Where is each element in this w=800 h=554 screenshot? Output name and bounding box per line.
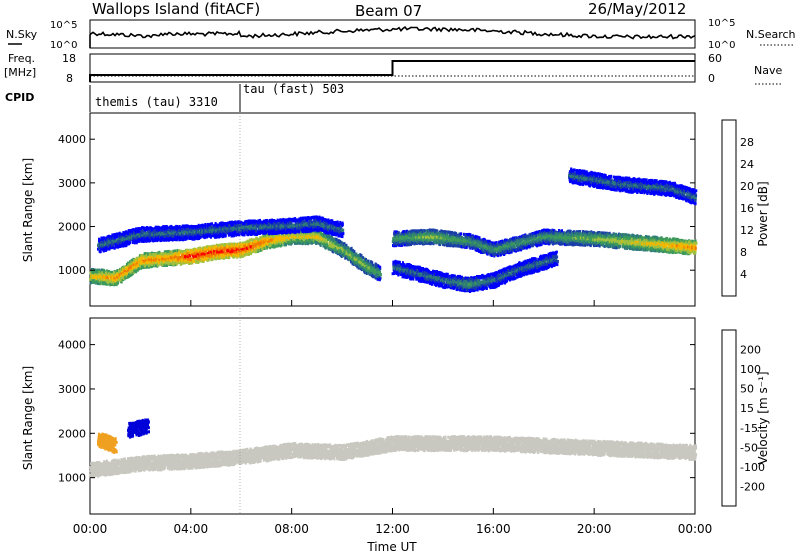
echo-cell: [246, 247, 248, 250]
radar-summary-figure: Wallops Island (fitACF) Beam 07 26/May/2…: [0, 0, 800, 554]
nsky-tick-lo: 10^0: [50, 40, 77, 51]
cpid-label: CPID: [5, 91, 34, 104]
cpid-mode-tau-fast: tau (fast) 503: [243, 82, 344, 96]
nsearch-label: N.Search: [746, 28, 796, 41]
nsky-tick-hi: 10^5: [50, 20, 77, 31]
echo-cell: [205, 250, 207, 253]
nave-tick-60: 60: [708, 52, 722, 65]
freq-unit-label: [MHz]: [4, 66, 36, 79]
freq-tick-8: 8: [66, 72, 73, 85]
beam-title: Beam 07: [355, 2, 422, 20]
nsearch-tick-hi: 10^5: [708, 18, 735, 29]
nsky-panel: [90, 20, 695, 48]
echo-cell: [160, 252, 162, 255]
cpid-mode-themis: themis (tau) 3310: [95, 95, 218, 109]
echo-cell: [166, 255, 168, 258]
echo-cell: [141, 257, 143, 260]
echo-cell: [135, 270, 137, 273]
nsearch-tick-lo: 10^0: [708, 40, 735, 51]
power-panel-frame: [90, 113, 695, 306]
nsky-trace: [90, 27, 695, 48]
echo-cell: [95, 271, 97, 274]
echo-cell: [227, 245, 229, 248]
freq-trace: [90, 61, 695, 82]
freq-label: Freq.: [8, 52, 35, 65]
echo-cell: [147, 253, 149, 256]
date-title: 26/May/2012: [588, 0, 686, 18]
nsky-label: N.Sky: [6, 28, 38, 41]
echo-cell: [189, 254, 191, 257]
freq-tick-18: 18: [62, 52, 76, 65]
echo-cell: [244, 253, 246, 256]
echo-cell: [124, 272, 126, 275]
station-title: Wallops Island (fitACF): [92, 0, 260, 18]
echo-cell: [192, 259, 194, 262]
nave-label: Nave: [754, 64, 782, 77]
echo-cell: [221, 254, 223, 257]
echo-cell: [174, 249, 176, 252]
nave-tick-0: 0: [708, 72, 715, 85]
echo-cell: [228, 256, 230, 259]
echo-cell: [117, 281, 119, 284]
echo-cell: [208, 258, 210, 261]
